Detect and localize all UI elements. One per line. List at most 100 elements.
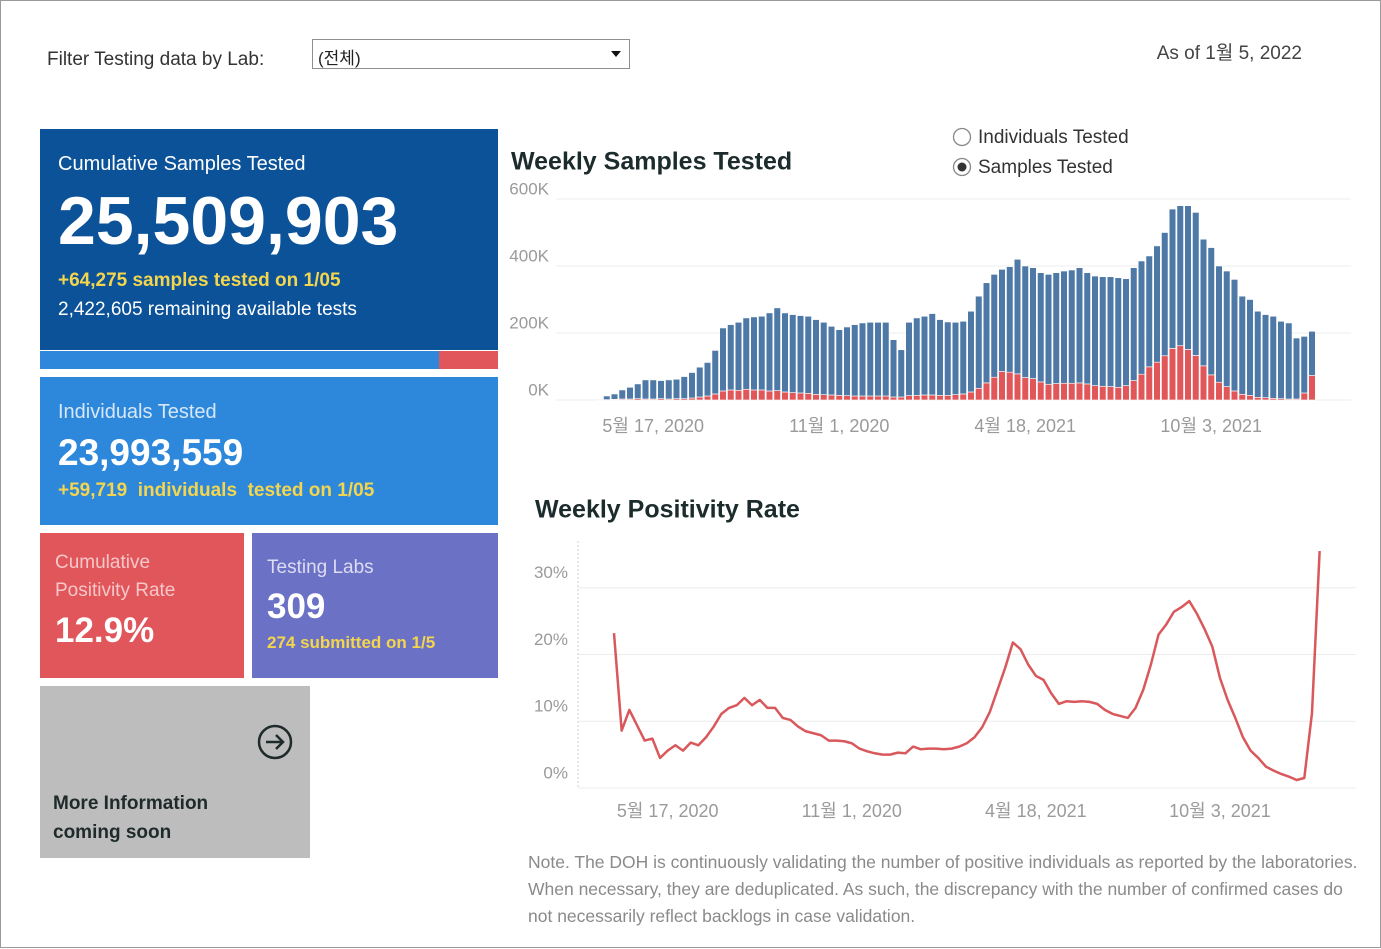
bar-segment <box>619 390 626 399</box>
bar-segment <box>1262 398 1269 400</box>
bar-segment <box>1285 399 1292 400</box>
card-daily: +64,275 samples tested on 1/05 <box>58 270 480 292</box>
bar-segment <box>704 396 711 400</box>
bar-segment <box>712 350 719 394</box>
bar-segment <box>944 395 951 400</box>
bar-segment <box>859 396 866 400</box>
bar-segment <box>696 397 703 400</box>
bar-segment <box>1123 386 1130 400</box>
bar-segment <box>596 399 603 400</box>
bar-segment <box>735 322 742 390</box>
bar-segment <box>1053 384 1060 400</box>
bar-segment <box>1309 331 1316 375</box>
y-tick-label: 30% <box>534 563 568 582</box>
arrow-button[interactable] <box>256 723 294 761</box>
bar-segment <box>1285 323 1292 399</box>
bar-segment <box>789 315 796 393</box>
bar-segment <box>1192 355 1199 400</box>
bar-segment <box>1301 336 1308 393</box>
bar-segment <box>1270 316 1277 398</box>
bar-segment <box>627 399 634 400</box>
bar-segment <box>1154 246 1161 362</box>
bar-segment <box>1301 393 1308 400</box>
bar-segment <box>1185 349 1192 400</box>
card-label: Cumulative Positivity Rate <box>55 549 225 605</box>
progress-used <box>40 351 439 369</box>
bar-segment <box>844 327 851 396</box>
bar-segment <box>1138 374 1145 400</box>
bar-segment <box>820 395 827 400</box>
bar-segment <box>665 399 672 400</box>
bar-segment <box>1014 259 1021 374</box>
bar-segment <box>611 399 618 400</box>
toggle-label: Individuals Tested <box>978 127 1129 149</box>
bar-segment <box>1278 399 1285 400</box>
bar-segment <box>975 388 982 400</box>
bar-segment <box>1130 268 1137 381</box>
bar-segment <box>611 394 618 399</box>
bar-segment <box>1216 382 1223 400</box>
bar-segment <box>937 320 944 396</box>
bar-segment <box>1293 338 1300 399</box>
line-series <box>614 551 1320 780</box>
bar-segment <box>696 367 703 397</box>
card-value: 25,509,903 <box>58 186 480 256</box>
bar-segment <box>968 392 975 400</box>
bar-segment <box>1138 261 1145 374</box>
bar-segment <box>658 399 665 400</box>
bar-segment <box>751 317 758 390</box>
bar-segment <box>913 318 920 395</box>
bar-segment <box>1161 233 1168 356</box>
bar-segment <box>890 397 897 400</box>
toggle-option[interactable]: Individuals Tested <box>952 127 972 152</box>
y-tick-label: 600K <box>509 179 549 198</box>
bar-segment <box>627 387 634 399</box>
more-info-text: More Information coming soon <box>53 789 233 847</box>
bar-segment <box>1223 387 1230 400</box>
x-tick-label: 4월 18, 2021 <box>974 416 1076 436</box>
bar-segment <box>1200 239 1207 366</box>
bar-segment <box>681 399 688 400</box>
bar-segment <box>1200 366 1207 400</box>
bar-segment <box>1006 267 1013 373</box>
bar-segment <box>952 395 959 400</box>
bar-segment <box>735 390 742 400</box>
bar-segment <box>751 390 758 400</box>
bar-segment <box>867 322 874 396</box>
x-tick-label: 10월 3, 2021 <box>1169 801 1271 821</box>
bar-segment <box>650 380 657 399</box>
bar-segment <box>743 389 750 400</box>
bar-segment <box>805 316 812 393</box>
bar-segment <box>882 322 889 396</box>
bar-segment <box>1169 209 1176 348</box>
bar-segment <box>681 377 688 399</box>
bar-segment <box>1146 256 1153 367</box>
bar-segment <box>704 362 711 396</box>
bar-segment <box>673 399 680 400</box>
bar-segment <box>1068 383 1075 400</box>
bar-segment <box>758 390 765 400</box>
bar-segment <box>906 322 913 395</box>
bar-segment <box>1084 384 1091 400</box>
bar-segment <box>650 399 657 400</box>
bar-segment <box>937 395 944 400</box>
radio <box>952 127 972 147</box>
toggle-option[interactable]: Samples Tested <box>952 157 972 182</box>
x-tick-label: 11월 1, 2020 <box>789 416 889 436</box>
lab-dropdown[interactable]: (전체) <box>312 39 630 69</box>
bar-segment <box>1099 277 1106 387</box>
bar-segment <box>1169 348 1176 400</box>
bar-segment <box>1030 268 1037 379</box>
card-value: 309 <box>267 587 483 627</box>
card-label: Testing Labs <box>267 557 483 579</box>
bar-segment <box>929 395 936 400</box>
bar-segment <box>1161 356 1168 400</box>
bar-segment <box>1115 387 1122 400</box>
card-label: Cumulative Samples Tested <box>58 153 480 176</box>
bar-segment <box>968 311 975 392</box>
bar-segment <box>851 325 858 396</box>
y-tick-label: 10% <box>534 697 568 716</box>
card-label: Individuals Tested <box>58 401 480 424</box>
bar-segment <box>898 350 905 397</box>
